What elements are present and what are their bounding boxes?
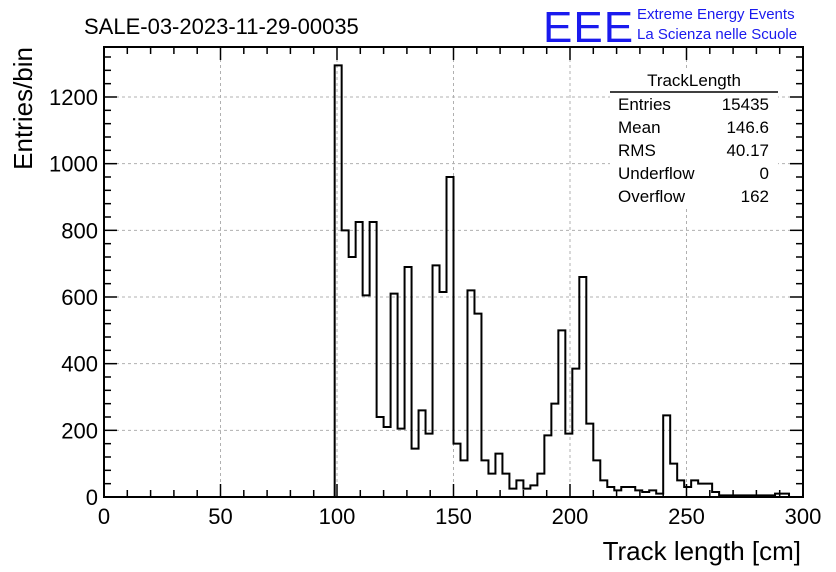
tick-labels: 0 50 100 150 200 250 300 0 200 400 600 800 1000 1200: [49, 85, 821, 529]
y-axis-label: Entries/bin: [8, 47, 38, 170]
histogram-bin: [544, 435, 551, 497]
histogram-bin: [579, 277, 586, 497]
x-tick-label: 0: [98, 504, 110, 529]
histogram-bin: [509, 489, 516, 497]
histogram-bin: [481, 460, 488, 497]
histogram-bin: [488, 474, 495, 497]
x-tick-label: 50: [208, 504, 232, 529]
histogram-bin: [558, 330, 565, 497]
x-axis-label: Track length [cm]: [603, 536, 801, 566]
x-tick-label: 100: [319, 504, 356, 529]
histogram-bin: [433, 265, 440, 497]
histogram-bin: [677, 480, 684, 497]
histogram-bin: [586, 424, 593, 497]
y-tick-label: 1200: [49, 85, 98, 110]
histogram-bin: [565, 434, 572, 497]
eee-logo-mark: EEE: [543, 3, 634, 52]
histogram-bin: [670, 464, 677, 497]
stats-label-underflow: Underflow: [618, 164, 695, 183]
x-tick-label: 200: [552, 504, 589, 529]
y-tick-label: 200: [61, 418, 98, 443]
histogram-bin: [628, 487, 635, 497]
histogram-bin: [460, 460, 467, 497]
stats-label-rms: RMS: [618, 141, 656, 160]
eee-logo-line1: Extreme Energy Events: [637, 6, 795, 23]
chart-title: SALE-03-2023-11-29-00035: [84, 14, 359, 39]
histogram-bin: [593, 460, 600, 497]
stats-value-underflow: 0: [760, 164, 769, 183]
histogram-bin: [405, 267, 412, 497]
histogram-bin: [454, 444, 461, 497]
histogram-bin: [684, 487, 691, 497]
stats-title: TrackLength: [647, 71, 741, 90]
histogram-bin: [516, 480, 523, 497]
histogram-bin: [467, 290, 474, 497]
histogram-bin: [412, 449, 419, 497]
histogram-bin: [572, 369, 579, 497]
histogram-bin: [342, 230, 349, 497]
histogram-bin: [530, 485, 537, 497]
y-tick-label: 400: [61, 352, 98, 377]
histogram-bin: [698, 484, 705, 497]
stats-value-entries: 15435: [722, 95, 769, 114]
histogram-bin: [447, 177, 454, 497]
histogram-bin: [691, 480, 698, 497]
histogram-bin: [398, 429, 405, 497]
y-tick-label: 800: [61, 218, 98, 243]
histogram-bin: [474, 314, 481, 497]
eee-logo-line2: La Scienza nelle Scuole: [637, 26, 797, 43]
stats-label-entries: Entries: [618, 95, 671, 114]
histogram-bin: [600, 480, 607, 497]
y-tick-label: 600: [61, 285, 98, 310]
histogram-bin: [551, 404, 558, 497]
histogram-bin: [495, 454, 502, 497]
stats-value-overflow: 162: [741, 187, 769, 206]
histogram-bin: [349, 257, 356, 497]
x-tick-label: 150: [435, 504, 472, 529]
y-tick-label: 0: [86, 485, 98, 510]
histogram-bin: [440, 292, 447, 497]
histogram-bin: [663, 415, 670, 497]
histogram-bin: [426, 434, 433, 497]
histogram-bin: [356, 222, 363, 497]
histogram-bin: [502, 474, 509, 497]
stats-box: TrackLength Entries 15435 Mean 146.6 RMS…: [610, 70, 778, 208]
y-tick-label: 1000: [49, 152, 98, 177]
histogram-bin: [384, 427, 391, 497]
stats-value-mean: 146.6: [726, 118, 769, 137]
histogram-bin: [523, 489, 530, 497]
histogram-bin: [391, 294, 398, 497]
axis-ticks: [103, 47, 804, 498]
x-tick-label: 250: [668, 504, 705, 529]
eee-logo: EEE Extreme Energy Events La Scienza nel…: [543, 3, 797, 52]
histogram-bin: [363, 295, 370, 497]
x-tick-label: 300: [785, 504, 822, 529]
histogram-bin: [419, 410, 426, 497]
histogram-bin: [377, 417, 384, 497]
histogram-bin: [335, 65, 342, 497]
stats-label-overflow: Overflow: [618, 187, 686, 206]
histogram-bin: [705, 484, 712, 497]
stats-label-mean: Mean: [618, 118, 661, 137]
histogram-bin: [370, 222, 377, 497]
stats-value-rms: 40.17: [726, 141, 769, 160]
histogram-bin: [537, 474, 544, 497]
histogram-bin: [621, 487, 628, 497]
histogram-bin: [607, 487, 614, 497]
